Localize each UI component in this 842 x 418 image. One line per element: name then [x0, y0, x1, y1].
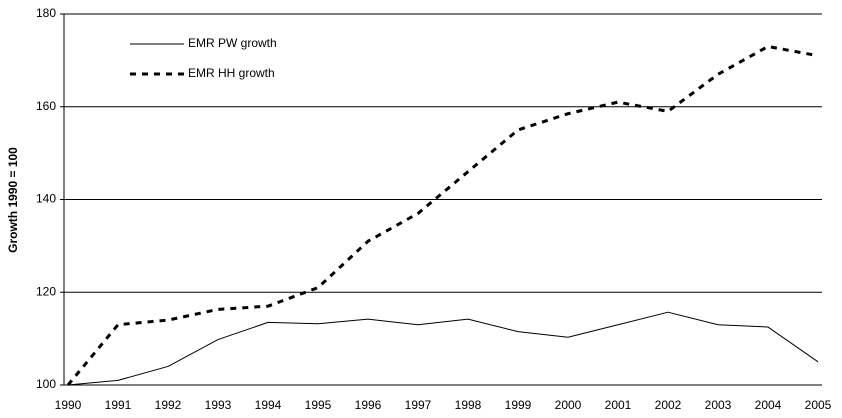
series-line [67, 311, 819, 386]
x-tick-label: 1993 [205, 398, 232, 412]
x-tick-label: 1996 [355, 398, 382, 412]
series-line [66, 44, 819, 386]
x-tick-label: 1998 [455, 398, 482, 412]
x-tick-label: 2004 [755, 398, 782, 412]
x-tick-label: 2002 [655, 398, 682, 412]
x-tick-label: 1991 [105, 398, 132, 412]
x-tick-label: 1992 [155, 398, 182, 412]
x-tick-label: 1995 [305, 398, 332, 412]
y-tick-label: 180 [36, 6, 56, 20]
y-tick-label: 100 [36, 377, 56, 391]
x-tick-label: 2005 [805, 398, 832, 412]
x-tick-label: 2001 [605, 398, 632, 412]
x-tick-label: 1994 [255, 398, 282, 412]
y-axis-label: Growth 1990 = 100 [6, 147, 20, 253]
y-tick-label: 140 [36, 192, 56, 206]
y-tick-label: 120 [36, 284, 56, 298]
x-tick-label: 1997 [405, 398, 432, 412]
x-tick-label: 1999 [505, 398, 532, 412]
legend-label: EMR PW growth [188, 36, 277, 50]
legend-label: EMR HH growth [188, 66, 275, 80]
x-tick-label: 2003 [705, 398, 732, 412]
x-tick-label: 2000 [555, 398, 582, 412]
y-tick-label: 160 [36, 99, 56, 113]
x-tick-label: 1990 [55, 398, 82, 412]
